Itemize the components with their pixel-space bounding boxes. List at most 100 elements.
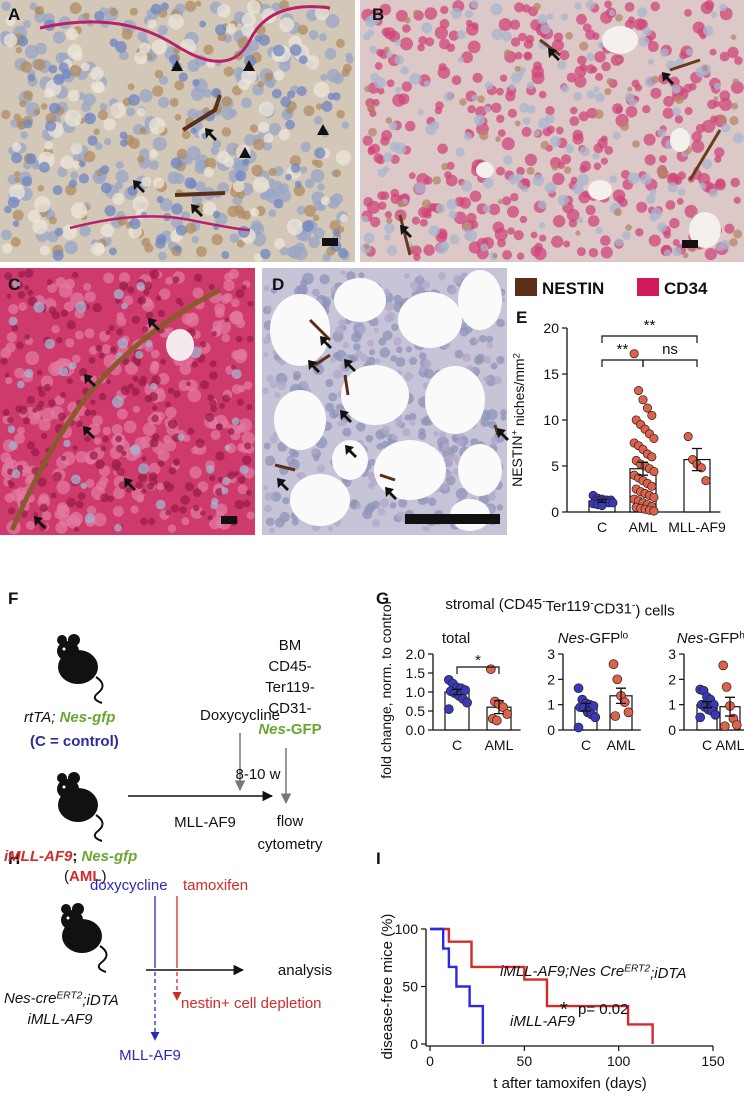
cell xyxy=(400,66,409,75)
cell xyxy=(83,282,92,291)
cell xyxy=(4,372,10,378)
cell xyxy=(8,481,15,488)
cell xyxy=(667,173,680,186)
cell xyxy=(195,181,207,193)
cell xyxy=(464,9,474,19)
cell xyxy=(37,385,43,392)
readout-method: cytometry xyxy=(257,836,323,853)
data-point xyxy=(612,674,623,685)
cell xyxy=(264,491,274,501)
cell xyxy=(40,375,54,388)
cell xyxy=(78,173,89,184)
cell xyxy=(424,176,433,185)
treatment-part: tamoxifen xyxy=(183,877,248,894)
cell xyxy=(204,157,217,170)
x-tick-label: 150 xyxy=(701,1053,725,1069)
cell xyxy=(437,143,448,155)
cell xyxy=(379,347,391,358)
cell xyxy=(69,64,82,77)
cell xyxy=(6,293,12,299)
fat-cell xyxy=(458,270,502,330)
cell xyxy=(418,36,428,45)
cell xyxy=(82,12,90,20)
cell xyxy=(192,504,200,512)
cell xyxy=(367,471,374,478)
cell xyxy=(171,203,183,215)
cell xyxy=(286,457,293,463)
cell xyxy=(659,169,669,179)
cell xyxy=(519,215,528,224)
cell xyxy=(551,39,565,52)
cell xyxy=(280,96,292,108)
cell xyxy=(173,47,181,55)
chart-title: Nes-GFPhi xyxy=(677,630,744,647)
cell xyxy=(264,72,274,81)
scale-bar xyxy=(405,514,500,524)
y-tick-label: 2 xyxy=(668,671,676,687)
cell xyxy=(40,103,48,110)
cell xyxy=(394,142,407,155)
x-tick-label: AML xyxy=(629,519,658,535)
cell xyxy=(143,289,150,296)
cell xyxy=(27,73,36,82)
cell xyxy=(14,367,25,379)
cell xyxy=(237,484,248,495)
cell xyxy=(335,150,351,166)
cell xyxy=(41,510,52,521)
data-point xyxy=(638,395,648,405)
cell xyxy=(173,390,181,398)
cell xyxy=(199,510,206,516)
cell xyxy=(367,103,376,112)
cell xyxy=(5,377,13,385)
cell xyxy=(90,66,104,81)
cell xyxy=(338,248,349,259)
cell xyxy=(413,9,420,16)
cell xyxy=(362,135,373,146)
cell xyxy=(123,420,137,434)
cell xyxy=(115,161,124,169)
cell xyxy=(474,338,480,344)
cell xyxy=(114,524,123,532)
fat-cell xyxy=(458,444,502,496)
cell xyxy=(455,147,465,157)
cell xyxy=(57,166,68,178)
genotype: rtTA; Nes-gfp xyxy=(24,709,115,726)
cell xyxy=(463,221,472,231)
y-tick-label: 2 xyxy=(547,671,555,687)
cell xyxy=(478,335,487,343)
cell xyxy=(494,227,508,241)
cell xyxy=(405,346,412,353)
cell xyxy=(394,39,402,46)
cell xyxy=(552,215,566,228)
cell xyxy=(137,473,147,482)
cell xyxy=(642,26,652,37)
cell xyxy=(525,34,535,44)
cell xyxy=(380,136,390,146)
data-point xyxy=(619,697,630,707)
cell xyxy=(104,205,116,217)
cell xyxy=(20,61,32,73)
cell xyxy=(41,407,56,422)
cell xyxy=(185,312,200,327)
cell xyxy=(148,517,156,526)
cell xyxy=(247,300,254,307)
cell xyxy=(721,123,731,133)
significance-label: * xyxy=(475,652,481,669)
genotype-note: (C = control) xyxy=(30,733,119,750)
cell xyxy=(551,163,559,171)
cell xyxy=(71,354,81,364)
cell xyxy=(279,0,290,11)
cell xyxy=(70,143,83,155)
cell xyxy=(381,425,391,435)
cell xyxy=(247,40,260,52)
cell xyxy=(642,105,651,114)
cell xyxy=(702,25,714,37)
cell xyxy=(551,235,564,248)
cell xyxy=(473,114,485,126)
cell xyxy=(150,361,160,371)
cell xyxy=(121,302,128,310)
cell xyxy=(282,497,290,505)
cell xyxy=(389,123,397,131)
cell xyxy=(38,418,51,431)
outcome: nestin+ cell depletion xyxy=(181,995,322,1012)
